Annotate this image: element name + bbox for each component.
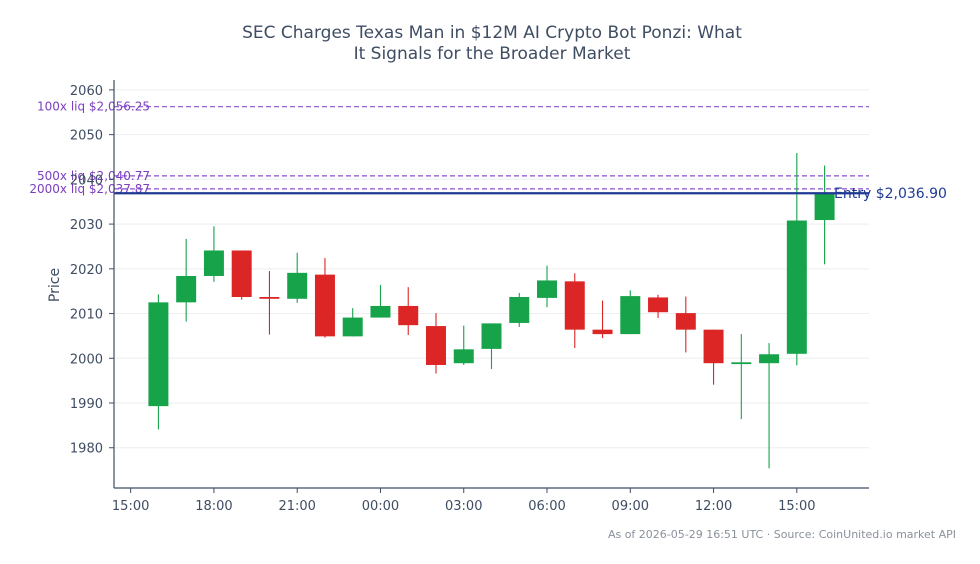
candle-body <box>203 250 224 276</box>
candle-body <box>259 296 280 299</box>
x-tick-label: 09:00 <box>612 499 649 514</box>
candle-body <box>287 272 308 299</box>
candle-body <box>759 354 780 364</box>
candle-body <box>453 349 474 364</box>
entry-line-group: Entry $2,036.90 <box>114 186 947 202</box>
chart-title-line-2: It Signals for the Broader Market <box>354 44 631 64</box>
candle-body <box>537 280 558 298</box>
x-tick-label: 15:00 <box>778 499 815 514</box>
liquidation-label: 500x liq $2,040.77 <box>37 169 150 183</box>
candle-body <box>148 302 169 407</box>
y-tick-label: 2020 <box>70 263 103 278</box>
y-tick-label: 2050 <box>70 129 103 144</box>
x-tick-label: 03:00 <box>445 499 482 514</box>
y-tick-label: 2000 <box>70 352 103 367</box>
candle-body <box>398 305 419 326</box>
candle-body <box>370 305 391 318</box>
y-tick-label: 2030 <box>70 218 103 233</box>
x-tick-label: 06:00 <box>528 499 565 514</box>
candle-body <box>231 250 252 297</box>
candle-body <box>731 362 752 365</box>
y-tick-label: 1980 <box>70 442 103 457</box>
x-axis-ticks: 15:00 18:00 21:00 00:00 03:00 06:00 09:00 12:00… <box>112 488 816 514</box>
axes <box>113 80 869 489</box>
candle-body <box>564 281 585 330</box>
x-tick-label: 21:00 <box>278 499 315 514</box>
y-axis-ticks: 1980 1990 2000 2010 2020 2030 2040 2050 2060 <box>70 84 114 457</box>
x-tick-label: 00:00 <box>362 499 399 514</box>
candle-body <box>648 297 669 313</box>
candle-body <box>314 274 335 337</box>
candle-body <box>481 323 502 349</box>
footer-source: As of 2026-05-29 16:51 UTC · Source: Coi… <box>608 528 956 541</box>
y-tick-label: 2010 <box>70 308 103 323</box>
candle-body <box>703 329 724 364</box>
chart-title-line-1: SEC Charges Texas Man in $12M AI Crypto … <box>242 23 742 43</box>
x-tick-label: 18:00 <box>195 499 232 514</box>
y-tick-label: 1990 <box>70 397 103 412</box>
candle-body <box>509 296 530 323</box>
y-tick-label: 2040 <box>70 173 103 188</box>
candle-body <box>176 275 197 303</box>
entry-label: Entry $2,036.90 <box>834 186 947 202</box>
candle-body <box>425 326 446 365</box>
y-axis-label: Price <box>47 268 63 302</box>
gridlines <box>114 89 869 449</box>
candle-body <box>620 296 641 335</box>
candle-body <box>592 329 613 335</box>
liquidation-label: 100x liq $2,056.25 <box>37 100 150 114</box>
candles <box>148 152 835 469</box>
candle-body <box>786 220 807 354</box>
candle-body <box>675 313 696 330</box>
x-tick-label: 12:00 <box>695 499 732 514</box>
x-tick-label: 15:00 <box>112 499 149 514</box>
candle-body <box>814 192 835 221</box>
candle-body <box>342 317 363 337</box>
y-tick-label: 2060 <box>70 84 103 99</box>
